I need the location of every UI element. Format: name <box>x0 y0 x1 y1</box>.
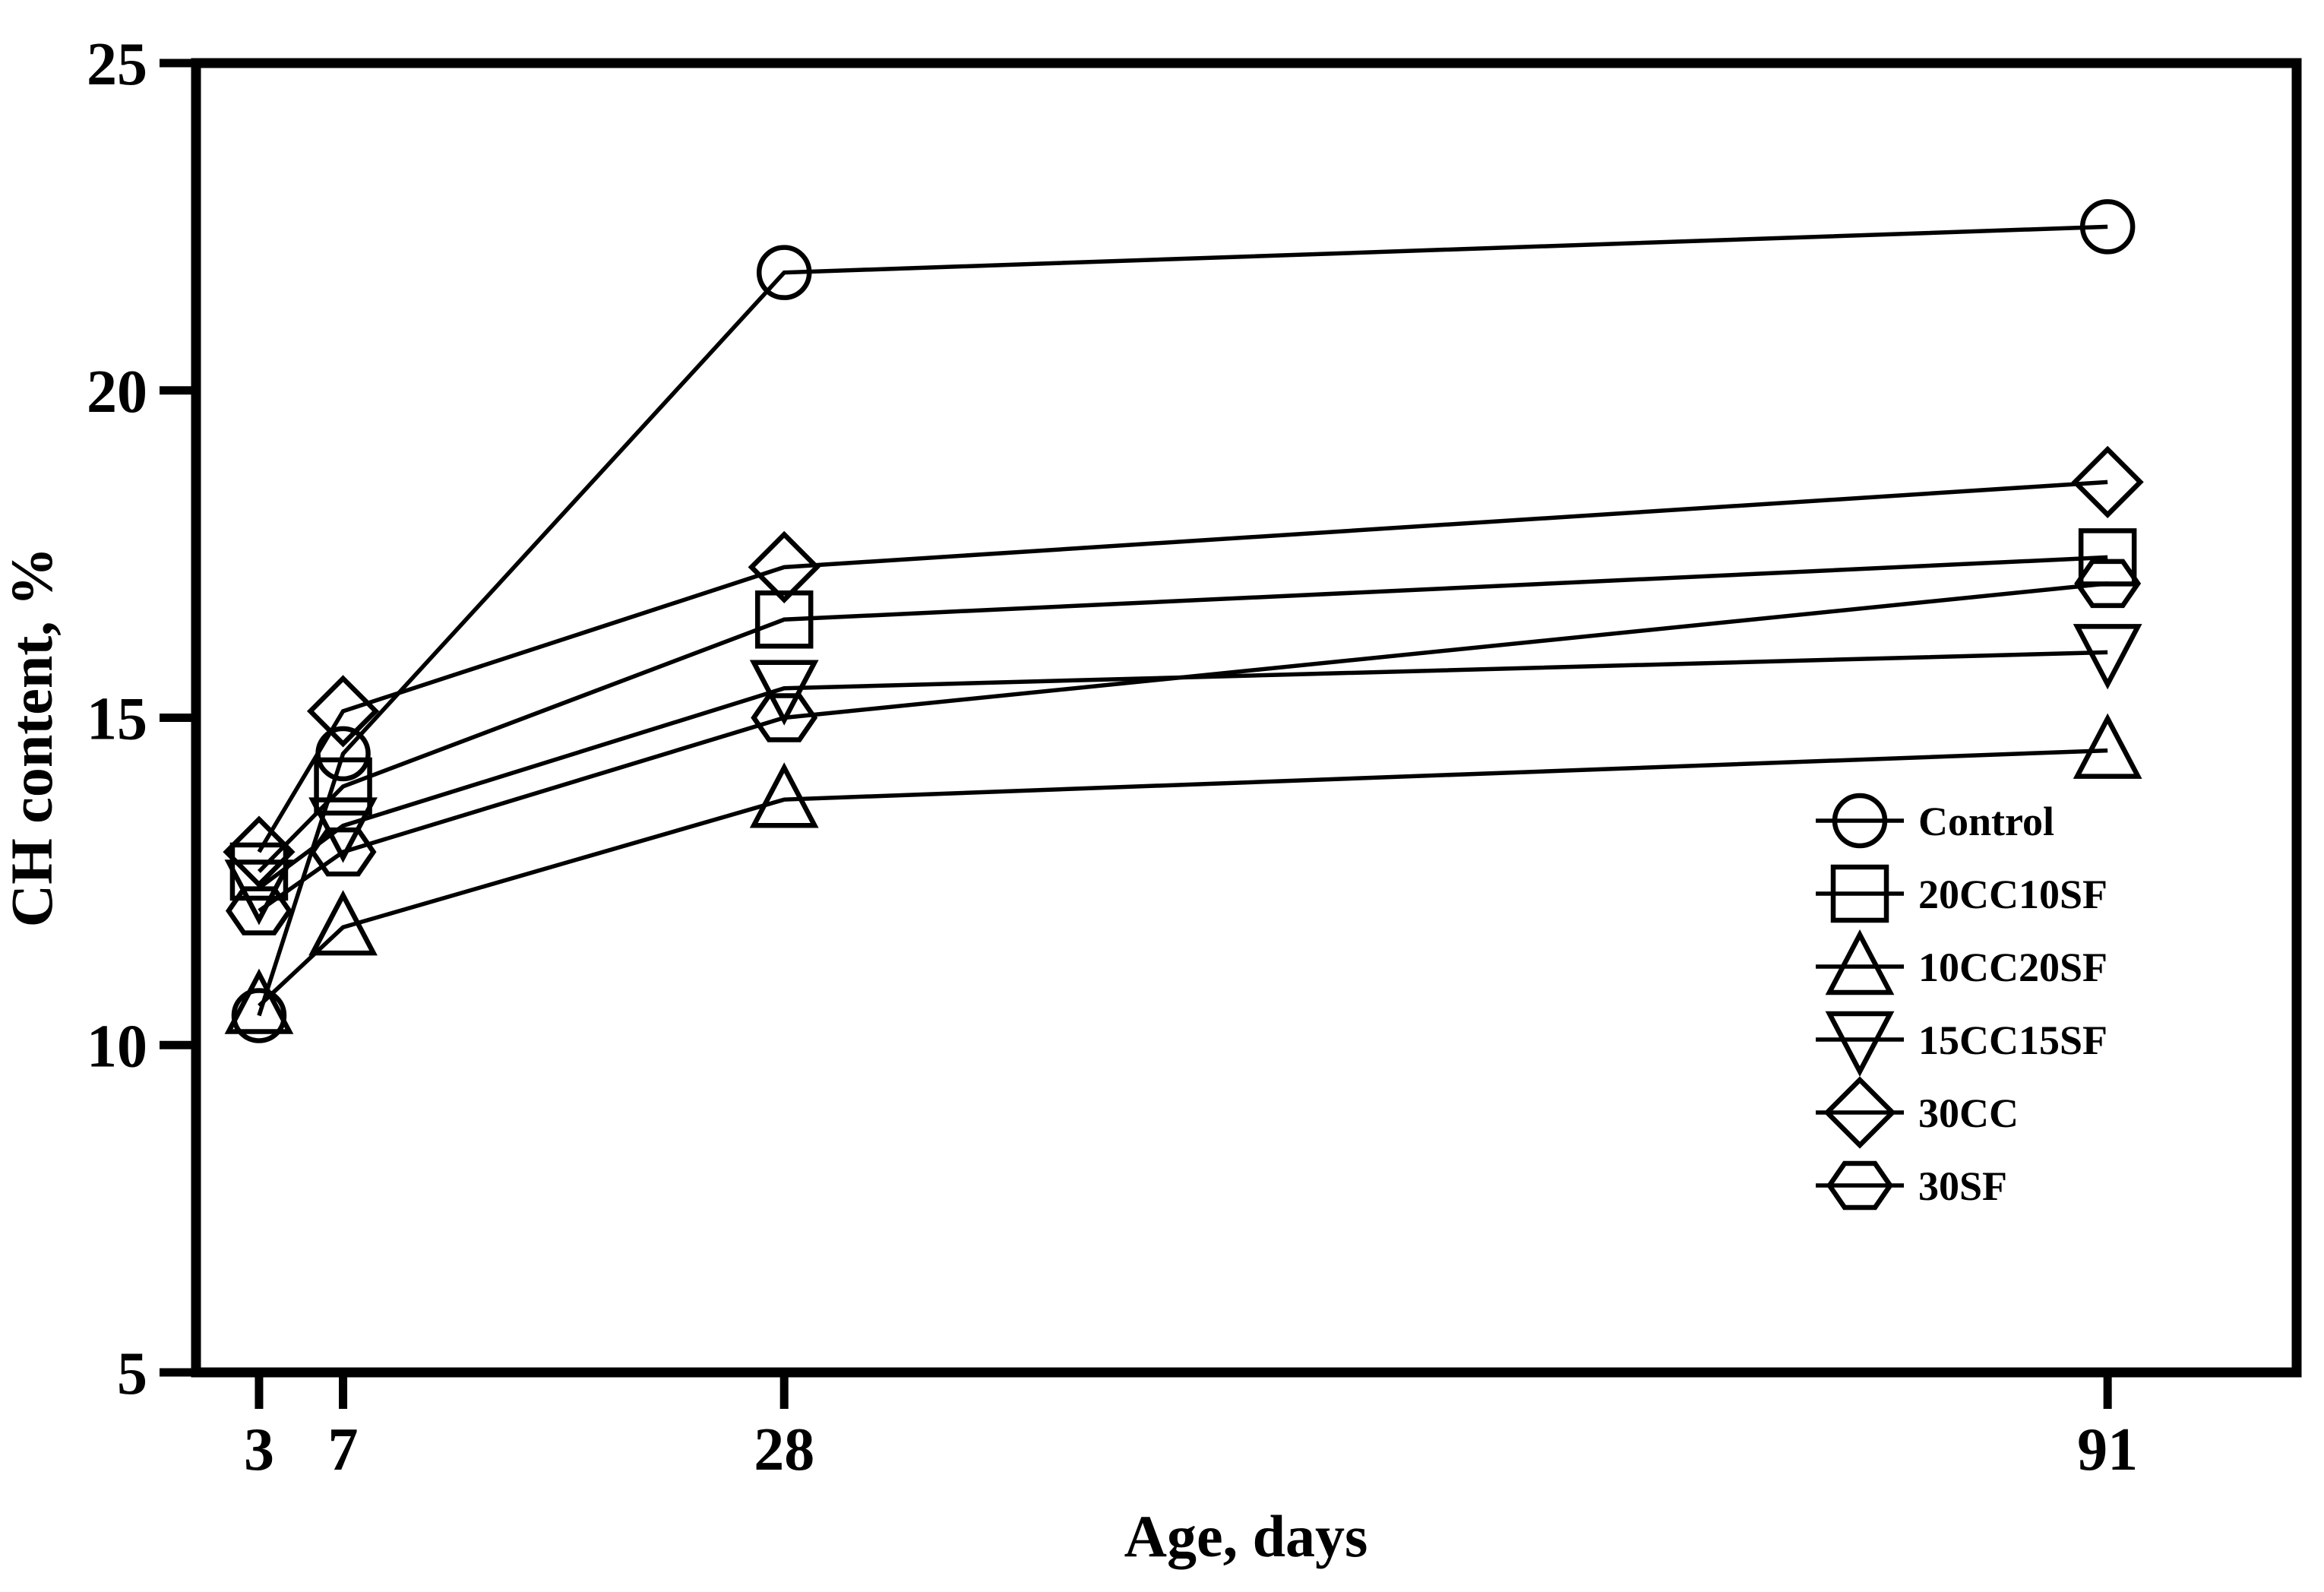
triangle-down-marker <box>2073 624 2142 690</box>
series-line-30sf <box>258 581 2108 913</box>
legend-label-30sf: 30SF <box>1918 1163 2007 1209</box>
square-marker <box>2078 528 2137 587</box>
y-tick-label: 15 <box>87 686 147 753</box>
legend-label-20cc10sf: 20CC10SF <box>1918 872 2107 917</box>
x-tick-label: 28 <box>754 1416 814 1483</box>
legend-triangle-down-marker <box>1825 1011 1895 1077</box>
triangle-down-marker <box>749 660 819 726</box>
x-tick-label: 3 <box>244 1416 274 1483</box>
triangle-up-marker <box>2073 713 2142 779</box>
hexagon-marker <box>309 827 377 877</box>
diamond-marker <box>2071 445 2144 518</box>
y-axis-title: CH content, % <box>0 547 65 927</box>
square-marker <box>314 757 372 816</box>
series-line-30cc <box>257 479 2108 853</box>
x-tick-label: 7 <box>328 1416 359 1483</box>
circle-marker <box>2079 199 2136 255</box>
legend-triangle-up-marker <box>1825 929 1895 995</box>
triangle-up-marker <box>224 968 294 1034</box>
legend-circle-marker <box>1832 793 1888 849</box>
plot-area: 5 10 15 20 25 3 7 28 91 Control 20CC10SF 10CC20SF 15… <box>87 31 2302 1483</box>
series-line-control <box>257 224 2108 1017</box>
diamond-marker <box>223 815 296 888</box>
circle-marker <box>231 988 287 1043</box>
y-tick-label: 10 <box>87 1013 147 1080</box>
legend-label-10cc20sf: 10CC20SF <box>1918 945 2107 990</box>
series-line-20cc10sf <box>257 555 2108 873</box>
legend-label-control: Control <box>1918 799 2054 844</box>
legend-label-30cc: 30CC <box>1918 1090 2019 1136</box>
y-tick-label: 5 <box>117 1340 147 1407</box>
series-line-10cc20sf <box>258 748 2108 1008</box>
diamond-marker <box>748 530 821 603</box>
x-axis-title: Age, days <box>1124 1503 1368 1569</box>
y-tick-label: 20 <box>87 359 147 426</box>
x-tick-label: 91 <box>2077 1416 2138 1483</box>
legend-square-marker <box>1830 864 1889 923</box>
circle-marker <box>756 245 812 300</box>
square-marker <box>754 590 814 649</box>
legend-diamond-marker <box>1823 1076 1896 1149</box>
triangle-up-marker <box>749 762 819 828</box>
triangle-up-marker <box>308 890 378 956</box>
plot-frame <box>191 58 2302 1378</box>
diamond-marker <box>306 675 380 748</box>
y-tick-label: 25 <box>87 31 147 98</box>
hexagon-marker <box>751 693 818 742</box>
legend-label-15cc15sf: 15CC15SF <box>1918 1018 2107 1063</box>
legend-hexagon-marker <box>1826 1160 1893 1211</box>
series-line-15cc15sf <box>258 650 2108 890</box>
circle-marker <box>315 726 371 782</box>
hexagon-marker <box>226 886 292 935</box>
hexagon-marker <box>2074 559 2142 609</box>
